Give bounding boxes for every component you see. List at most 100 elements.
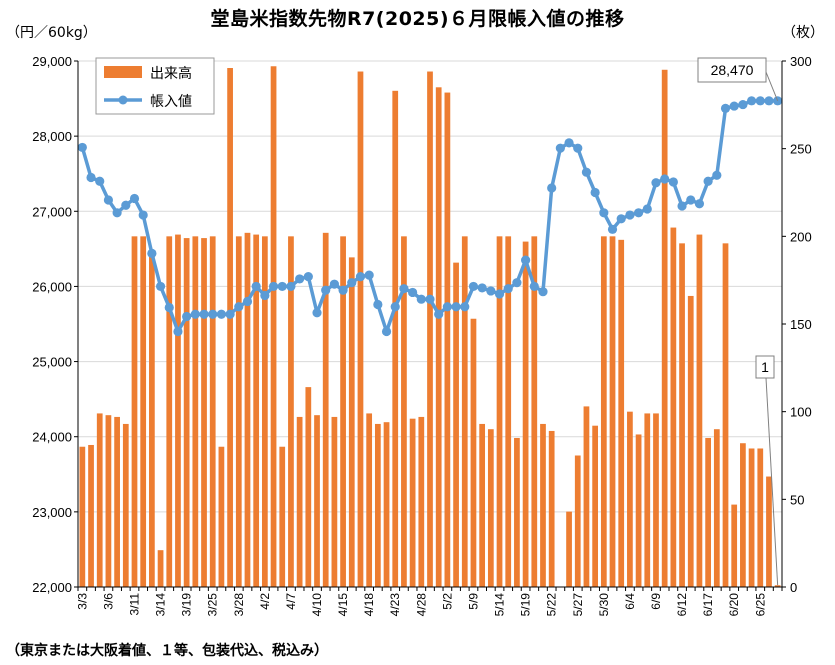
volume-bar <box>566 511 572 587</box>
settlement-point <box>590 187 600 198</box>
settlement-point <box>286 281 296 292</box>
left-tick-label: 23,000 <box>32 505 72 520</box>
settlement-point <box>668 177 678 187</box>
volume-bar <box>314 415 320 587</box>
x-tick-label: 5/2 <box>440 593 454 610</box>
volume-bar <box>218 446 225 587</box>
volume-bar <box>740 443 746 587</box>
settlement-point <box>347 278 357 288</box>
x-tick-label: 6/17 <box>701 593 715 617</box>
volume-bar <box>722 243 729 587</box>
volume-bar <box>444 92 451 587</box>
settlement-point <box>720 103 731 113</box>
x-tick-label: 5/22 <box>545 593 559 617</box>
settlement-point <box>477 283 487 293</box>
x-tick-label: 5/14 <box>493 593 507 617</box>
settlement-point <box>303 272 313 282</box>
settlement-point <box>486 286 496 296</box>
settlement-point <box>355 272 366 282</box>
volume-bar <box>166 236 173 588</box>
settlement-point <box>129 193 140 204</box>
volume-bar <box>514 437 520 587</box>
volume-bar <box>774 585 781 587</box>
volume-bar <box>409 418 416 587</box>
x-tick-label: 3/19 <box>180 593 194 617</box>
volume-bar <box>418 416 425 587</box>
left-tick-label: 27,000 <box>32 204 72 219</box>
volume-bar <box>618 239 625 587</box>
settlement-point <box>103 195 114 205</box>
volume-bar <box>461 236 468 588</box>
settlement-point <box>86 172 96 183</box>
settlement-point <box>512 278 522 288</box>
right-tick-label: 0 <box>790 580 797 595</box>
right-tick-label: 300 <box>790 54 812 69</box>
settlement-point <box>408 287 418 298</box>
x-tick-label: 6/9 <box>649 593 663 610</box>
settlement-point <box>642 204 652 214</box>
settlement-point <box>199 309 209 319</box>
settlement-point <box>373 299 383 310</box>
left-axis-label: （円／60kg） <box>6 25 97 41</box>
x-tick-label: 3/6 <box>101 593 115 610</box>
right-axis-label: （枚） <box>782 25 824 41</box>
volume-bar <box>705 437 711 587</box>
last-value-leader <box>765 71 779 102</box>
settlement-point <box>434 309 444 319</box>
left-tick-label: 22,000 <box>32 580 72 595</box>
volume-bar <box>209 236 216 588</box>
settlement-point <box>121 200 131 210</box>
volume-bar <box>479 423 486 587</box>
settlement-point <box>529 281 539 292</box>
volume-bar <box>331 416 338 587</box>
settlement-point <box>451 302 461 312</box>
settlement-point <box>225 309 235 319</box>
volume-bar <box>496 236 503 588</box>
volume-bar <box>435 87 442 588</box>
settlement-point <box>234 302 244 312</box>
last-value-label: 28,470 <box>711 62 754 78</box>
settlement-point <box>164 302 174 313</box>
volume-bar <box>183 238 190 587</box>
volume-bar <box>600 236 607 588</box>
volume-bar <box>670 227 677 588</box>
volume-bar <box>261 236 268 588</box>
x-tick-label: 4/7 <box>284 593 298 610</box>
settlement-point <box>364 270 374 280</box>
volume-bar <box>487 429 494 587</box>
settlement-point <box>616 214 626 224</box>
settlement-point <box>147 248 157 258</box>
settlement-point <box>338 285 348 295</box>
volume-bar <box>470 318 477 587</box>
volume-bar <box>644 413 651 587</box>
volume-bar <box>401 236 407 588</box>
x-tick-label: 4/18 <box>362 593 376 617</box>
volume-bar <box>540 423 546 587</box>
settlement-point <box>277 281 287 292</box>
settlement-point <box>494 289 505 299</box>
volume-bar <box>731 504 738 587</box>
settlement-point <box>607 224 618 234</box>
left-tick-label: 25,000 <box>32 355 72 370</box>
settlement-point <box>677 201 687 211</box>
settlement-point <box>216 309 227 319</box>
settlement-point <box>581 167 592 177</box>
volume-bar <box>88 444 94 587</box>
volume-bar <box>453 262 459 587</box>
volume-bar <box>531 236 538 588</box>
volume-bar <box>288 236 294 588</box>
volume-bar <box>105 415 112 587</box>
last-volume-leader <box>765 377 779 586</box>
volume-bar <box>157 550 164 587</box>
settlement-point <box>416 294 426 304</box>
volume-bar <box>114 416 120 587</box>
settlement-point <box>268 281 279 292</box>
settlement-point <box>95 176 105 186</box>
settlement-point <box>764 96 774 106</box>
left-tick-label: 24,000 <box>32 430 72 445</box>
settlement-point <box>686 195 696 205</box>
chart-title: 堂島米指数先物R7(2025)６月限帳入値の推移 <box>210 8 625 30</box>
last-volume-box <box>755 355 775 379</box>
settlement-point <box>660 174 670 184</box>
